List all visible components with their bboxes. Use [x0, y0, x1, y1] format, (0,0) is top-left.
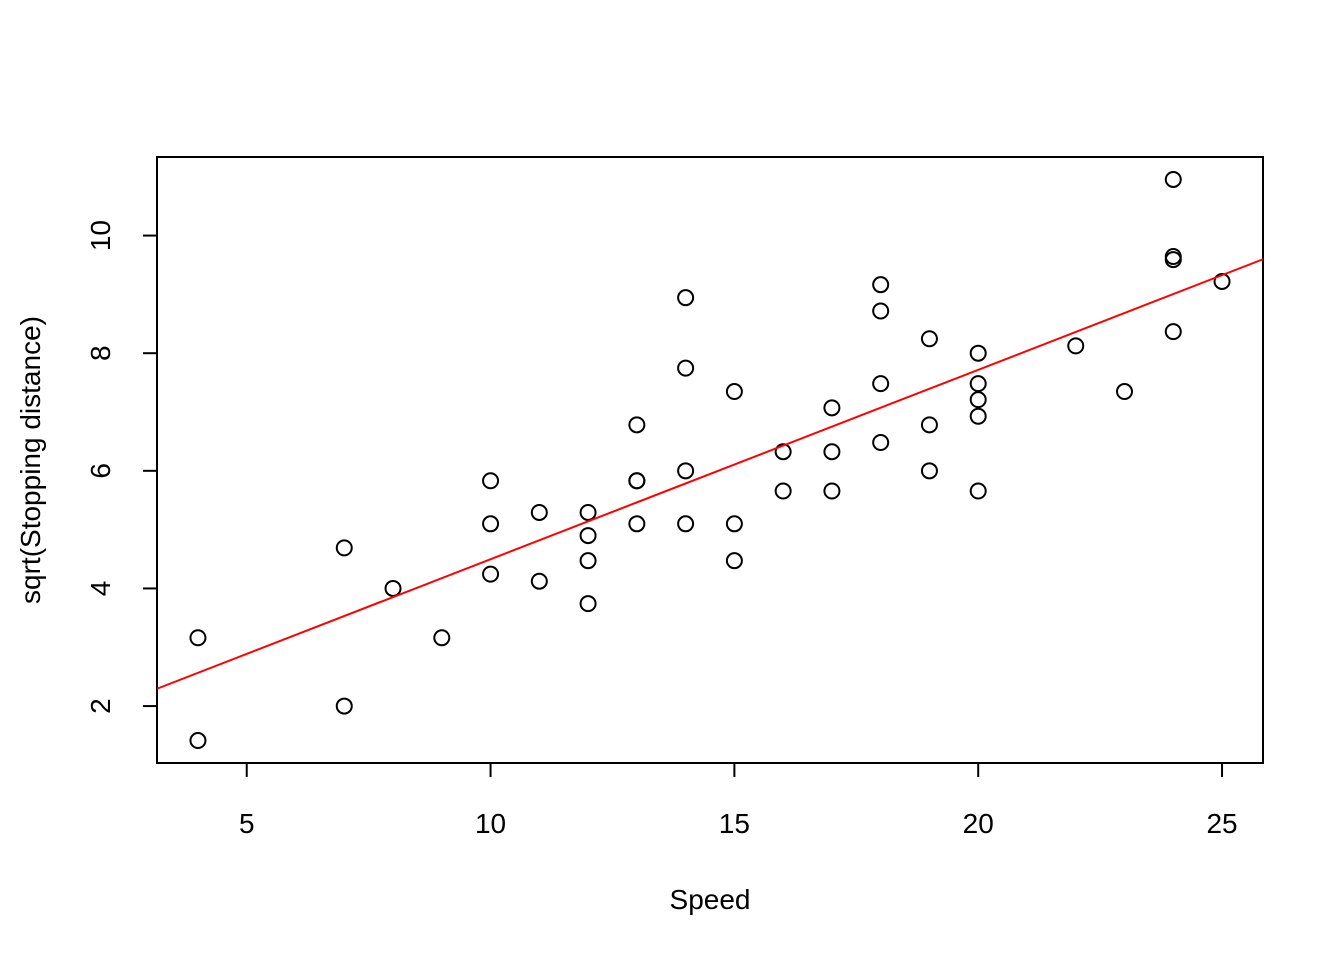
- x-tick-label: 25: [1206, 808, 1237, 839]
- point: [920, 330, 938, 348]
- x-tick-label: 20: [963, 808, 994, 839]
- fit-line: [156, 258, 1264, 690]
- point: [872, 276, 890, 294]
- point: [579, 527, 597, 545]
- y-tick-label: 6: [85, 463, 116, 479]
- point: [530, 503, 548, 521]
- point: [628, 416, 646, 434]
- point: [1067, 337, 1085, 355]
- plot-box: [156, 156, 1264, 764]
- point: [189, 629, 207, 647]
- x-tick-label: 15: [719, 808, 750, 839]
- point: [628, 515, 646, 533]
- point: [189, 732, 207, 750]
- point: [1116, 383, 1134, 401]
- point: [482, 515, 500, 533]
- point: [1213, 272, 1231, 290]
- point: [969, 407, 987, 425]
- point: [384, 579, 402, 597]
- point: [920, 462, 938, 480]
- point: [579, 595, 597, 613]
- point: [969, 391, 987, 409]
- point: [579, 552, 597, 570]
- point: [823, 443, 841, 461]
- y-tick-label: 4: [85, 581, 116, 597]
- x-tick-label: 10: [475, 808, 506, 839]
- point: [335, 539, 353, 557]
- x-axis-label: Speed: [670, 884, 751, 915]
- point: [872, 434, 890, 452]
- point: [920, 416, 938, 434]
- point: [335, 697, 353, 715]
- point: [872, 302, 890, 320]
- point: [482, 472, 500, 490]
- point: [433, 629, 451, 647]
- point: [677, 359, 695, 377]
- point: [677, 515, 695, 533]
- point: [969, 375, 987, 393]
- point: [725, 383, 743, 401]
- y-tick-label: 8: [85, 345, 116, 361]
- point: [677, 289, 695, 307]
- point: [1164, 170, 1182, 188]
- point: [677, 462, 695, 480]
- point: [1164, 323, 1182, 341]
- point: [725, 515, 743, 533]
- y-tick-label: 10: [85, 220, 116, 251]
- point: [1164, 248, 1182, 266]
- point: [969, 344, 987, 362]
- point: [823, 399, 841, 417]
- y-tick-label: 2: [85, 698, 116, 714]
- point: [774, 443, 792, 461]
- point: [628, 472, 646, 490]
- point: [774, 482, 792, 500]
- point: [579, 503, 597, 521]
- y-axis-label: sqrt(Stopping distance): [15, 316, 46, 604]
- point: [725, 552, 743, 570]
- point: [530, 572, 548, 590]
- point: [823, 482, 841, 500]
- point: [872, 375, 890, 393]
- x-tick-label: 5: [239, 808, 255, 839]
- point: [969, 482, 987, 500]
- point: [482, 565, 500, 583]
